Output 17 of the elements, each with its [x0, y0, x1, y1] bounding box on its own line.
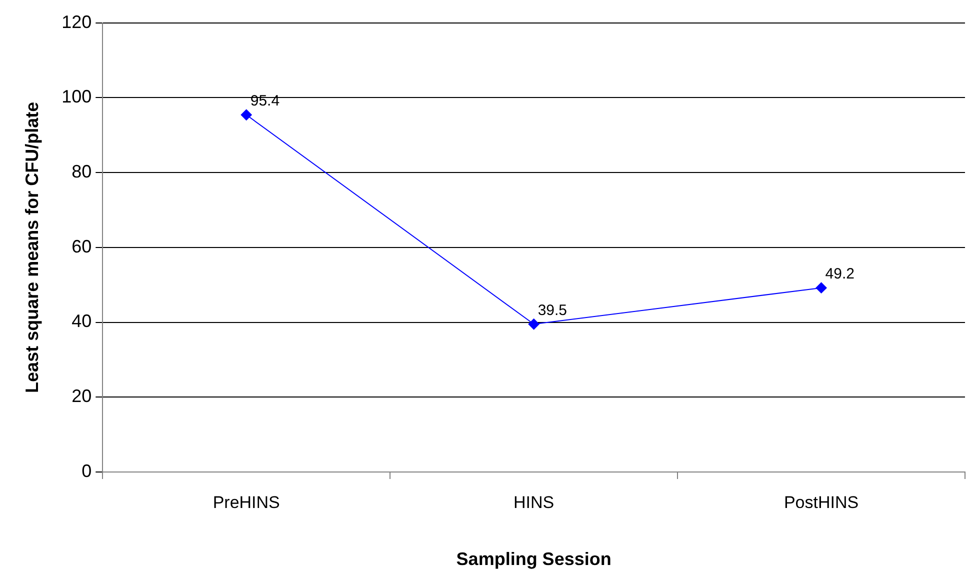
- x-tick-label: PostHINS: [784, 492, 859, 512]
- y-tick-label: 120: [62, 12, 92, 32]
- y-tick-label: 100: [62, 86, 92, 107]
- y-tick-label: 20: [72, 386, 92, 406]
- data-label: 39.5: [538, 302, 568, 319]
- x-axis-title: Sampling Session: [456, 549, 612, 570]
- y-tick-label: 80: [72, 162, 92, 182]
- data-label: 49.2: [825, 265, 854, 282]
- y-tick-label: 60: [72, 236, 92, 256]
- y-axis-title: Least square means for CFU/plate: [22, 102, 42, 393]
- x-tick-label: PreHINS: [212, 492, 280, 512]
- point: [240, 109, 252, 120]
- y-tick-label: 0: [82, 460, 92, 481]
- y-tick-label: 40: [72, 311, 92, 332]
- point: [528, 318, 540, 330]
- x-tick-label: HINS: [514, 492, 554, 512]
- point: [816, 282, 827, 294]
